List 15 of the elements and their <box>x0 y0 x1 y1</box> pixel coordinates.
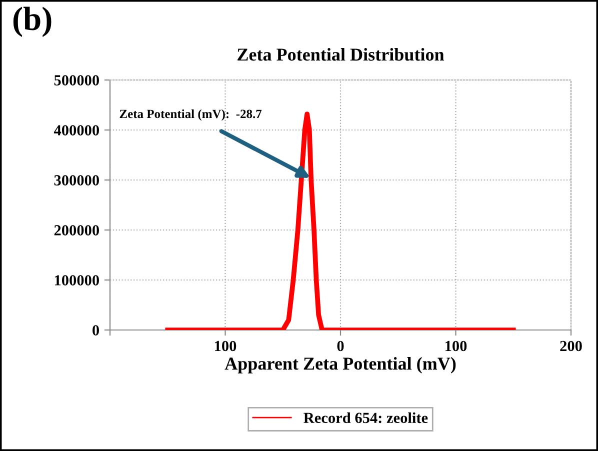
x-tick-label: 100 <box>215 340 236 352</box>
y-tick-label: 500000 <box>54 75 99 86</box>
x-axis-title: Apparent Zeta Potential (mV) <box>224 357 456 374</box>
y-tick-label: 300000 <box>54 175 99 186</box>
x-tick-label: 200 <box>560 340 582 352</box>
y-tick-label: 100000 <box>54 275 99 286</box>
y-tick-label: 200000 <box>54 225 99 236</box>
x-tick-label: 0 <box>337 340 344 352</box>
legend-label: Record 654: zeolite <box>304 412 428 424</box>
chart-title: Zeta Potential Distribution <box>238 48 444 61</box>
y-tick-label: 0 <box>92 325 99 336</box>
x-tick-label: 100 <box>446 340 467 352</box>
annotation: Zeta Potential (mV): -28.7 <box>120 109 262 121</box>
text: (b) <box>13 6 52 37</box>
y-tick-label: 400000 <box>54 125 99 136</box>
